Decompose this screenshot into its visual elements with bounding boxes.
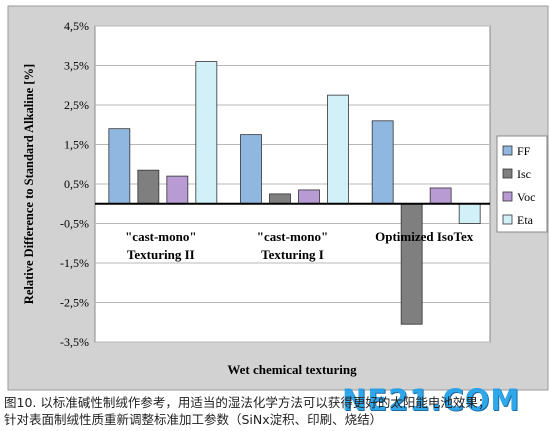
bar-isc xyxy=(269,193,291,205)
bar-voc xyxy=(166,175,189,205)
watermark-logo: NE21.COM xyxy=(342,383,521,417)
category-label: Optimized IsoTex xyxy=(375,229,474,244)
y-axis-label: Relative Difference to Standard Alkaline… xyxy=(22,64,36,304)
caption-line-2: 针对表面制绒性质重新调整标准加工参数（SiNx淀积、印刷、烧结） xyxy=(4,412,383,427)
bar-ff xyxy=(371,120,394,205)
legend-swatch-eta xyxy=(502,214,513,225)
category-label: "cast-mono" xyxy=(257,229,328,244)
gridlines xyxy=(95,25,490,343)
caption-line-1: 图10. 以标准碱性制绒作参考，用适当的湿法化学方法可以获得更好的太阳能电池效果… xyxy=(4,395,491,410)
legend: FF Isc Voc Eta xyxy=(496,135,548,233)
figure-caption: 图10. 以标准碱性制绒作参考，用适当的湿法化学方法可以获得更好的太阳能电池效果… xyxy=(4,394,552,428)
legend-swatch-ff xyxy=(502,145,513,156)
legend-label-isc: Isc xyxy=(517,167,531,181)
y-tick-label: -1,5% xyxy=(60,256,89,270)
category-label: "cast-mono" xyxy=(125,229,196,244)
bar-voc xyxy=(298,189,320,205)
y-tick-label: 2,5% xyxy=(64,98,89,112)
legend-swatch-isc xyxy=(502,168,513,179)
y-tick-label: 4,5% xyxy=(64,19,89,33)
y-tick-label: 3,5% xyxy=(64,59,89,73)
category-label: Texturing I xyxy=(261,247,324,262)
x-axis-label: Wet chemical texturing xyxy=(227,362,357,377)
bar-eta xyxy=(327,94,349,205)
bar-ff xyxy=(108,128,131,205)
legend-label-eta: Eta xyxy=(517,213,534,227)
y-tick-label: -2,5% xyxy=(60,296,89,310)
y-tick-label: -0,5% xyxy=(60,217,89,231)
bar-eta xyxy=(458,203,481,224)
y-tick-label: 0,5% xyxy=(64,177,89,191)
category-label: Texturing II xyxy=(127,247,195,262)
bar-isc xyxy=(400,203,423,325)
category-labels: "cast-mono" Texturing II "cast-mono" Textur… xyxy=(125,229,474,262)
bar-voc xyxy=(429,187,452,205)
y-tick-label: 1,5% xyxy=(64,138,89,152)
legend-label-voc: Voc xyxy=(517,190,535,204)
bar-isc xyxy=(137,169,160,205)
y-tick-label: -3,5% xyxy=(60,335,89,349)
legend-swatch-voc xyxy=(502,191,513,202)
legend-label-ff: FF xyxy=(517,144,531,158)
bar-ff xyxy=(240,134,262,205)
chart-figure: 4,5% 3,5% 2,5% 1,5% 0,5% -0,5% -1,5% -2,5% -3,5%… xyxy=(7,5,549,391)
bar-eta xyxy=(195,61,218,205)
y-tick-labels: 4,5% 3,5% 2,5% 1,5% 0,5% -0,5% -1,5% -2,5% -3,5% xyxy=(60,19,89,349)
bars xyxy=(108,61,481,325)
